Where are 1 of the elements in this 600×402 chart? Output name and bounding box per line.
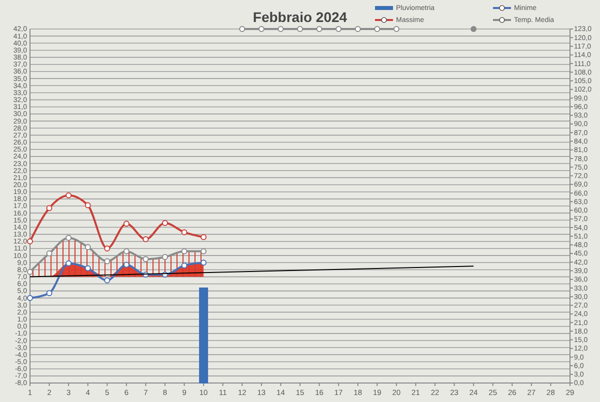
chart-title: Febbraio 2024 [252, 9, 348, 25]
